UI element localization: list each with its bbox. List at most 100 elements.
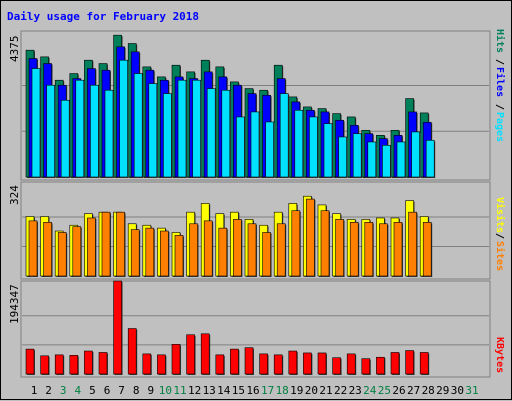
bar-pages-day-3: [60, 99, 70, 178]
bar-pages-day-26: [396, 141, 406, 178]
bar-pages-day-17: [265, 121, 274, 178]
bar-kbytes-day-undefined: [273, 354, 283, 375]
bar-pages-day-4: [75, 79, 85, 178]
day-label-20: 20: [305, 384, 318, 397]
bar-sites-day-undefined: [349, 222, 359, 277]
bar-kbytes-day-undefined: [127, 328, 137, 375]
day-label-2: 2: [45, 384, 52, 397]
bar-pages-day-14: [221, 89, 231, 178]
bar-sites-day-undefined: [276, 223, 286, 277]
bar-kbytes-day-undefined: [317, 352, 327, 375]
bar-kbytes-day-undefined: [98, 352, 108, 375]
legend-visits: Visits: [494, 197, 506, 233]
bar-pages-day-6: [104, 89, 114, 178]
bar-sites-day-undefined: [101, 211, 111, 277]
chart-title: Daily usage for February 2018: [7, 10, 199, 23]
bar-pages-day-24: [367, 141, 377, 178]
bar-sites-day-undefined: [247, 223, 257, 277]
bar-kbytes-day-undefined: [113, 280, 122, 375]
bar-sites-day-undefined: [145, 227, 155, 277]
bar-pages-day-20: [309, 116, 318, 178]
bar-sites-day-undefined: [174, 235, 184, 277]
bar-pages-day-16: [250, 111, 260, 178]
legend-pages: Pages: [494, 112, 505, 142]
axis-legend-visits: Visits: [494, 197, 506, 233]
day-label-3: 3: [60, 384, 67, 397]
y-max-label-kbytes: 194347: [8, 284, 21, 324]
legend-hits: Hits: [494, 29, 506, 53]
day-label-12: 12: [188, 384, 201, 397]
bar-pages-day-1: [31, 68, 41, 178]
axis-legend-sep2: /: [494, 104, 505, 110]
bar-sites-day-undefined: [364, 222, 374, 277]
bar-pages-day-8: [133, 73, 143, 178]
bar-kbytes-day-undefined: [288, 350, 298, 375]
bar-kbytes-day-undefined: [142, 353, 152, 375]
bar-kbytes-day-undefined: [244, 347, 254, 375]
axis-legend-sep1: /: [494, 59, 505, 65]
chart-marks: [22, 34, 489, 375]
day-label-29: 29: [436, 384, 449, 397]
axis-legend-sites: Sites: [494, 241, 506, 271]
y-max-label-visits: 324: [8, 185, 21, 205]
bar-sites-day-undefined: [335, 219, 344, 277]
bar-kbytes-day-undefined: [230, 348, 239, 375]
bar-sites-day-undefined: [291, 210, 301, 277]
legend-sites: Sites: [494, 241, 506, 271]
day-label-10: 10: [159, 384, 172, 397]
bar-kbytes-day-undefined: [200, 333, 210, 375]
day-label-14: 14: [217, 384, 231, 397]
day-label-28: 28: [422, 384, 435, 397]
bar-kbytes-day-undefined: [259, 353, 268, 375]
bar-pages-day-25: [382, 144, 391, 178]
bar-kbytes-day-undefined: [157, 354, 166, 375]
bar-kbytes-day-undefined: [186, 334, 195, 375]
day-label-6: 6: [104, 384, 111, 397]
bar-pages-day-21: [323, 123, 333, 178]
bar-sites-day-undefined: [422, 222, 432, 277]
day-label-7: 7: [118, 384, 125, 397]
bar-kbytes-day-undefined: [405, 350, 414, 375]
bar-kbytes-day-undefined: [171, 344, 181, 375]
bar-sites-day-undefined: [393, 222, 403, 277]
bar-kbytes-day-undefined: [390, 352, 400, 375]
bar-pages-day-15: [236, 116, 245, 178]
bar-sites-day-undefined: [116, 211, 125, 277]
bar-pages-day-28: [425, 139, 435, 178]
axis-legend-hits-files-pages: Hits: [494, 29, 506, 53]
bar-sites-day-undefined: [43, 222, 52, 277]
bar-kbytes-day-undefined: [419, 352, 429, 375]
day-label-31: 31: [465, 384, 478, 397]
bar-pages-day-9: [148, 83, 158, 178]
day-label-16: 16: [246, 384, 259, 397]
bar-sites-day-undefined: [379, 223, 388, 277]
bar-pages-day-10: [163, 93, 172, 178]
bar-sites-day-undefined: [262, 232, 271, 277]
bar-kbytes-day-undefined: [54, 354, 64, 375]
y-max-label-hits: 4375: [8, 36, 21, 63]
bar-sites-day-undefined: [203, 220, 213, 277]
bar-sites-day-undefined: [72, 226, 82, 277]
day-label-24: 24: [363, 384, 377, 397]
bar-sites-day-undefined: [306, 198, 315, 277]
day-label-19: 19: [290, 384, 303, 397]
axis-legend-files: Files: [494, 67, 506, 97]
bar-pages-day-23: [352, 133, 362, 178]
bar-pages-day-13: [206, 88, 216, 178]
bar-pages-day-12: [192, 79, 201, 178]
bar-kbytes-day-undefined: [332, 357, 341, 375]
day-label-15: 15: [232, 384, 245, 397]
legend-kbytes: KBytes: [494, 337, 505, 373]
bar-kbytes-day-undefined: [40, 355, 49, 375]
day-label-21: 21: [319, 384, 332, 397]
bar-sites-day-undefined: [87, 217, 96, 277]
bar-sites-day-undefined: [189, 223, 198, 277]
bar-kbytes-day-undefined: [69, 355, 79, 375]
legend-files: Files: [494, 67, 506, 97]
bar-sites-day-undefined: [218, 227, 228, 277]
bar-pages-day-19: [294, 109, 304, 178]
bar-sites-day-undefined: [28, 220, 38, 277]
day-label-8: 8: [133, 384, 140, 397]
day-label-30: 30: [451, 384, 464, 397]
